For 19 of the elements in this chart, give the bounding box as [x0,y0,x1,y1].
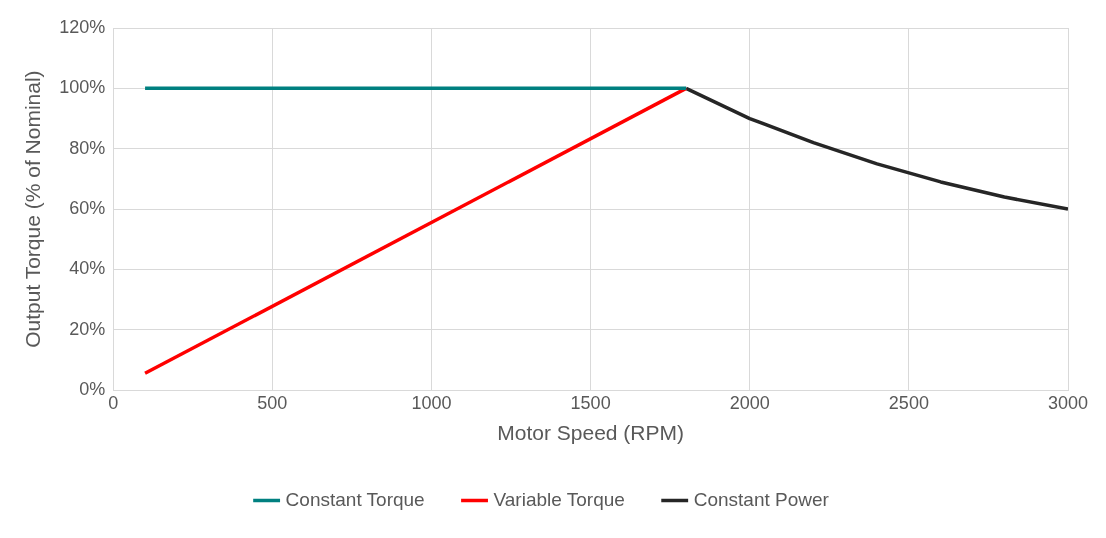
x-axis-title: Motor Speed (RPM) [497,421,684,445]
y-tick-label: 0% [79,379,106,400]
x-tick-label: 3000 [1047,392,1089,413]
y-tick-label: 40% [69,258,106,279]
x-tick-label: 1500 [570,392,611,413]
x-tick-label: 0 [108,392,119,413]
legend-label: Constant Power [693,488,830,510]
y-tick-label: 100% [59,77,106,98]
x-tick-label: 2000 [729,392,770,413]
legend-label: Variable Torque [493,488,625,510]
y-axis-title: Output Torque (% of Nominal) [21,70,45,348]
y-tick-label: 60% [69,198,106,219]
legend-label: Constant Torque [285,488,425,510]
x-tick-label: 1000 [411,392,452,413]
y-tick-label: 20% [69,318,106,339]
y-tick-label: 120% [59,16,106,37]
x-tick-label: 2500 [888,392,929,413]
x-tick-label: 500 [257,392,288,413]
y-tick-label: 80% [69,137,106,158]
